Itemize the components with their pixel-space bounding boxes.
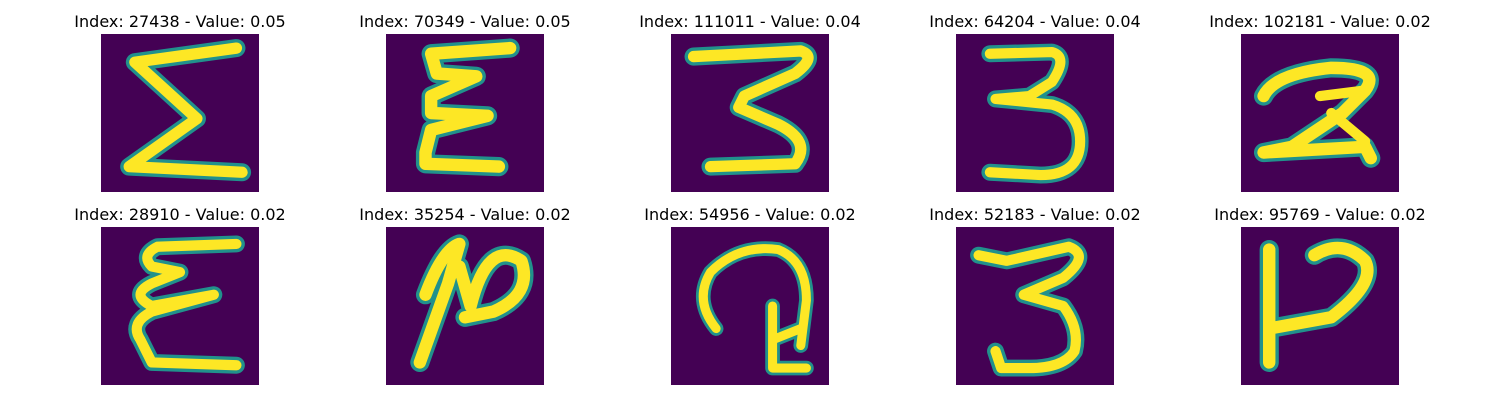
panel-10: Index: 95769 - Value: 0.02 xyxy=(1170,203,1470,403)
panel-title: Index: 54956 - Value: 0.02 xyxy=(600,205,900,225)
panel-title: Index: 111011 - Value: 0.04 xyxy=(600,12,900,32)
panel-8: Index: 54956 - Value: 0.02 xyxy=(600,203,900,403)
digit-image xyxy=(386,227,544,385)
digit-image xyxy=(1241,34,1399,192)
panel-3: Index: 111011 - Value: 0.04 xyxy=(600,10,900,210)
panel-title: Index: 95769 - Value: 0.02 xyxy=(1170,205,1470,225)
digit-image xyxy=(101,34,259,192)
digit-image xyxy=(671,227,829,385)
panel-7: Index: 35254 - Value: 0.02 xyxy=(315,203,615,403)
digit-image xyxy=(101,227,259,385)
digit-image xyxy=(386,34,544,192)
digit-image xyxy=(956,34,1114,192)
panel-9: Index: 52183 - Value: 0.02 xyxy=(885,203,1185,403)
panel-1: Index: 27438 - Value: 0.05 xyxy=(30,10,330,210)
panel-title: Index: 102181 - Value: 0.02 xyxy=(1170,12,1470,32)
panel-title: Index: 64204 - Value: 0.04 xyxy=(885,12,1185,32)
panel-title: Index: 70349 - Value: 0.05 xyxy=(315,12,615,32)
digit-image xyxy=(1241,227,1399,385)
panel-2: Index: 70349 - Value: 0.05 xyxy=(315,10,615,210)
digit-image xyxy=(671,34,829,192)
panel-6: Index: 28910 - Value: 0.02 xyxy=(30,203,330,403)
panel-title: Index: 27438 - Value: 0.05 xyxy=(30,12,330,32)
panel-title: Index: 28910 - Value: 0.02 xyxy=(30,205,330,225)
panel-title: Index: 52183 - Value: 0.02 xyxy=(885,205,1185,225)
panel-title: Index: 35254 - Value: 0.02 xyxy=(315,205,615,225)
panel-5: Index: 102181 - Value: 0.02 xyxy=(1170,10,1470,210)
digit-image xyxy=(956,227,1114,385)
panel-4: Index: 64204 - Value: 0.04 xyxy=(885,10,1185,210)
